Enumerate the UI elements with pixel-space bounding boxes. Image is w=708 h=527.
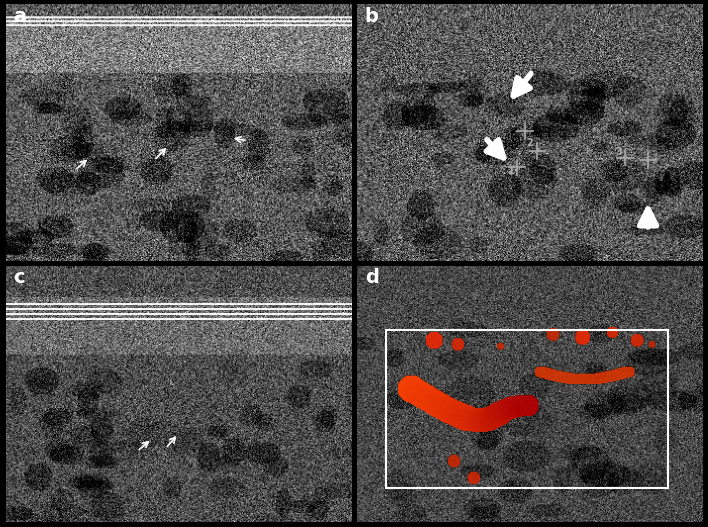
Text: 3: 3 — [615, 147, 622, 157]
Text: 2: 2 — [527, 138, 533, 148]
Text: d: d — [365, 268, 379, 287]
FancyArrowPatch shape — [513, 74, 531, 96]
Bar — [387, 330, 668, 488]
Text: c: c — [13, 268, 25, 287]
FancyArrowPatch shape — [486, 140, 503, 158]
Text: a: a — [13, 7, 27, 26]
Text: b: b — [365, 7, 379, 26]
Text: 1: 1 — [508, 167, 515, 177]
FancyArrowPatch shape — [640, 209, 656, 227]
